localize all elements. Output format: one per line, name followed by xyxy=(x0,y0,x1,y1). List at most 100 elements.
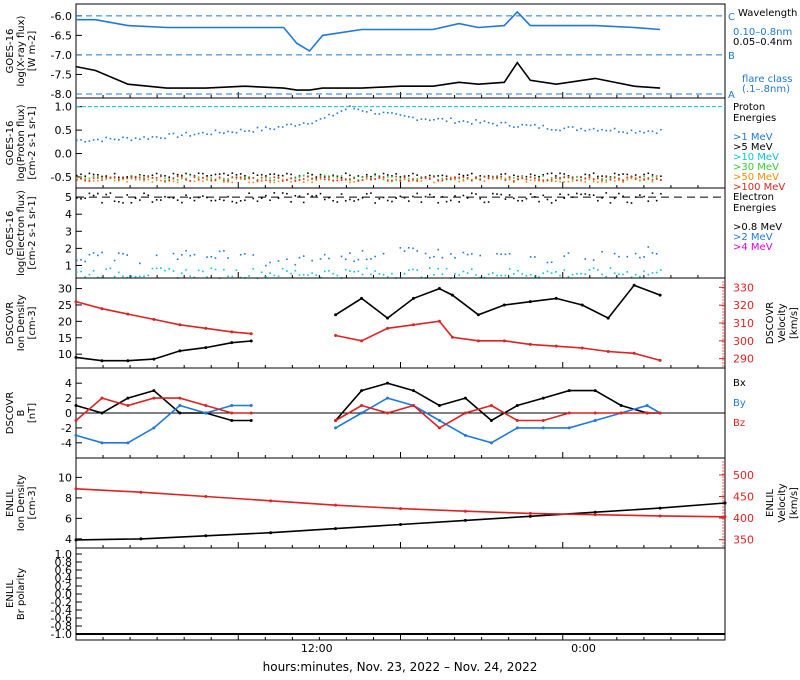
legend-title: Electron xyxy=(733,192,774,203)
data-point-black xyxy=(223,199,225,202)
data-point-green xyxy=(521,175,524,178)
data-point-blue xyxy=(529,256,532,258)
data-point-black xyxy=(513,174,515,177)
data-point-black xyxy=(618,192,620,195)
data-point-black xyxy=(559,172,561,175)
data-point-red xyxy=(479,178,482,181)
data-point-black xyxy=(172,197,175,199)
data-point-blue xyxy=(479,121,482,124)
data-point-cyan xyxy=(143,275,145,278)
data-point-black xyxy=(206,175,208,177)
data-point-black xyxy=(399,176,402,178)
data-point-black xyxy=(336,201,339,203)
data-point-cyan xyxy=(634,273,637,276)
data-point-black xyxy=(92,194,95,197)
series-marker-red xyxy=(126,312,130,316)
data-point-black xyxy=(609,202,612,204)
series-marker-black xyxy=(249,418,253,422)
data-point-black xyxy=(382,172,385,175)
y-tick-label: 4 xyxy=(65,208,72,221)
data-point-blue xyxy=(101,140,103,143)
data-point-blue xyxy=(643,256,645,258)
data-point-cyan xyxy=(332,272,334,275)
data-point-red xyxy=(529,176,532,178)
data-point-blue xyxy=(626,132,629,134)
data-point-blue xyxy=(252,131,255,133)
series-marker-black xyxy=(658,506,662,510)
series-marker-black xyxy=(450,293,454,297)
flare-class-note: flare class xyxy=(742,74,792,85)
data-point-green xyxy=(328,175,330,177)
data-point-blue xyxy=(223,249,225,252)
data-point-black xyxy=(613,172,616,175)
data-point-blue xyxy=(555,129,557,131)
data-point-blue xyxy=(521,123,524,126)
data-point-green xyxy=(319,175,322,177)
data-point-orange xyxy=(550,180,553,183)
y-axis-label: [nT] xyxy=(27,403,38,423)
x-tick-label: 0:00 xyxy=(571,642,596,655)
data-point-black xyxy=(311,195,313,197)
data-point-green xyxy=(273,179,276,181)
data-point-black xyxy=(407,200,410,202)
data-point-cyan xyxy=(412,268,414,271)
data-point-green xyxy=(189,174,192,177)
data-point-black xyxy=(151,174,154,177)
y-axis-label: GOES-16 xyxy=(5,211,16,256)
data-point-blue xyxy=(534,256,536,258)
data-point-blue xyxy=(580,127,582,130)
series-marker-red xyxy=(489,404,493,408)
data-point-black xyxy=(420,201,423,203)
series-marker-red xyxy=(411,323,415,327)
data-point-black xyxy=(471,192,473,195)
data-point-cyan xyxy=(407,269,410,271)
data-point-black xyxy=(84,197,87,200)
data-point-blue xyxy=(651,252,654,254)
series-marker-black xyxy=(334,527,338,531)
data-point-cyan xyxy=(576,272,578,275)
data-point-blue xyxy=(294,125,297,127)
data-point-orange xyxy=(349,181,351,184)
data-point-orange xyxy=(571,180,574,182)
series-marker-red xyxy=(126,404,130,408)
data-point-blue xyxy=(433,255,435,258)
data-point-black xyxy=(660,175,662,177)
data-point-blue xyxy=(529,124,532,127)
data-point-black xyxy=(471,172,473,175)
data-point-cyan xyxy=(80,270,82,273)
data-point-black xyxy=(118,176,120,179)
data-point-green xyxy=(244,176,246,179)
data-point-blue xyxy=(260,129,263,132)
series-marker-black xyxy=(606,316,610,320)
legend-entry: >30 MeV xyxy=(733,162,779,173)
data-point-black xyxy=(214,173,217,176)
data-point-black xyxy=(290,201,292,203)
data-point-orange xyxy=(492,178,494,180)
data-point-red xyxy=(197,178,200,181)
data-point-blue xyxy=(454,256,456,259)
data-point-blue xyxy=(546,128,549,130)
series-line-red xyxy=(75,300,661,362)
data-point-red xyxy=(580,176,582,178)
data-point-green xyxy=(563,175,566,178)
data-point-black xyxy=(504,172,507,175)
y-axis-label: log(X-ray flux) xyxy=(16,15,27,86)
data-point-black xyxy=(277,174,280,177)
series-marker-red xyxy=(437,426,441,430)
data-point-red xyxy=(235,176,238,179)
data-point-red xyxy=(609,178,612,181)
data-point-green xyxy=(323,174,326,177)
data-point-black xyxy=(332,174,334,177)
data-point-blue xyxy=(634,132,637,134)
data-point-red xyxy=(357,180,360,182)
data-point-red xyxy=(76,179,78,181)
data-point-orange xyxy=(265,176,267,179)
series-line-black xyxy=(75,284,661,362)
series-marker-black xyxy=(437,404,441,408)
series-marker-red xyxy=(204,495,208,499)
series-marker-black xyxy=(593,510,597,514)
data-point-black xyxy=(126,194,129,196)
data-point-green xyxy=(538,177,540,179)
data-point-orange xyxy=(311,181,313,184)
data-point-black xyxy=(521,199,524,202)
